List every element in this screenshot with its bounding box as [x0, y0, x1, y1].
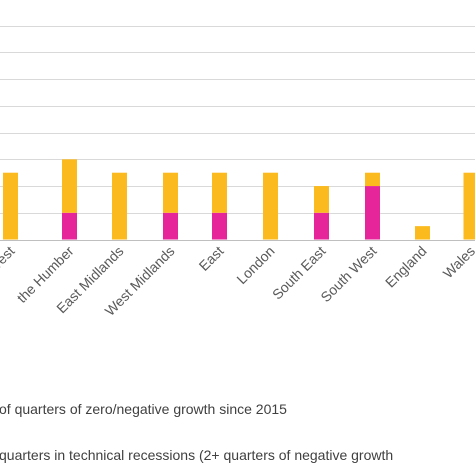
gridlines [0, 26, 475, 241]
bar-segment-zero-negative-4 [212, 172, 227, 213]
bar-segment-zero-negative-0 [3, 172, 18, 240]
x-tick-label: East [195, 243, 226, 274]
bar-segment-recession-1 [62, 212, 77, 240]
x-tick-label: South West [317, 243, 379, 305]
bar-segment-zero-negative-2 [112, 172, 127, 240]
bar-segment-zero-negative-6 [314, 186, 329, 213]
bars [3, 159, 475, 240]
bar-segment-zero-negative-1 [62, 159, 77, 213]
bar-segment-zero-negative-5 [263, 172, 278, 240]
x-tick-label: England [382, 243, 430, 291]
bar-segment-recession-7 [365, 186, 380, 240]
bar-segment-zero-negative-8 [415, 226, 430, 240]
legend: of quarters of zero/negative growth sinc… [0, 401, 393, 463]
bar-segment-zero-negative-9 [463, 172, 475, 240]
bar-segment-zero-negative-3 [163, 172, 178, 213]
bar-segment-recession-3 [163, 212, 178, 240]
x-tick-label: West [0, 243, 18, 277]
x-tick-label: Wales [440, 243, 475, 281]
legend-entry-0: of quarters of zero/negative growth sinc… [0, 401, 287, 417]
bar-segment-zero-negative-7 [365, 172, 380, 187]
bar-segment-recession-4 [212, 212, 227, 240]
legend-entry-1: quarters in technical recessions (2+ qua… [0, 447, 393, 463]
x-tick-label: London [233, 243, 277, 287]
bar-segment-recession-6 [314, 212, 329, 240]
